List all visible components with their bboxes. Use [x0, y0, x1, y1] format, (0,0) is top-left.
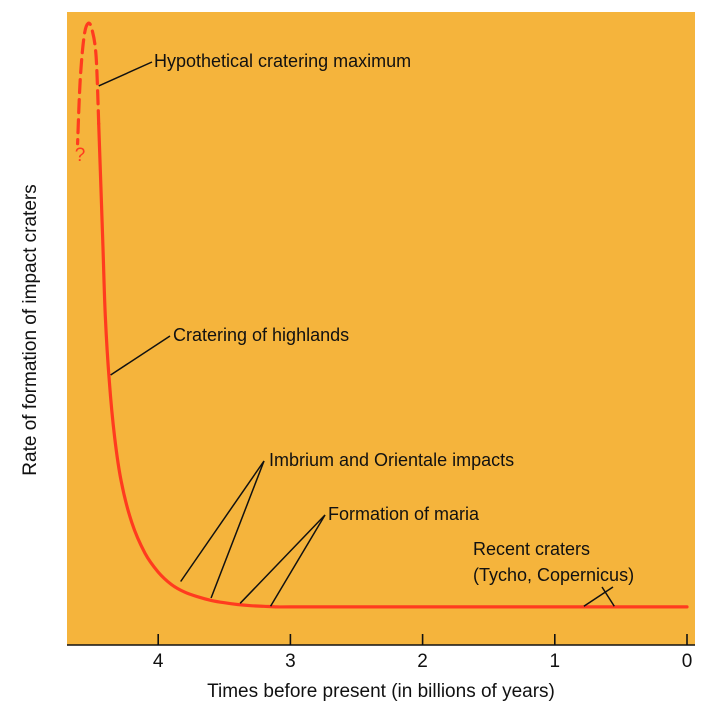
x-tick-label: 2 [417, 651, 428, 672]
annotation-label: Hypothetical cratering maximum [154, 51, 411, 71]
annotation-leader-line [601, 586, 615, 607]
annotations: Hypothetical cratering maximum Cratering … [98, 51, 634, 607]
cratering-rate-line [97, 122, 689, 609]
question-mark: ? [75, 145, 86, 166]
y-axis-title: Rate of formation of impact craters [20, 184, 41, 475]
x-axis-tick-labels: 4 3 2 1 0 [153, 651, 692, 672]
annotation-leader-line [583, 586, 614, 607]
annotation-leader-line [210, 460, 265, 599]
x-tick-label: 3 [285, 651, 296, 672]
x-axis-ticks [157, 634, 688, 645]
x-axis-title: Times before present (in billions of yea… [207, 681, 555, 702]
annotation-label: Cratering of highlands [173, 325, 349, 345]
annotation-leader-line [98, 61, 153, 87]
plot-background [67, 12, 695, 645]
annotation-leader-line [269, 514, 326, 607]
annotation-label: Recent craters (Tycho, Copernicus) [473, 539, 634, 585]
x-tick-label: 4 [153, 651, 164, 672]
curve-series [76, 21, 689, 609]
x-tick-label: 0 [682, 651, 693, 672]
annotation-label: Imbrium and Orientale impacts [269, 450, 514, 470]
annotation-label: Formation of maria [328, 504, 480, 524]
annotation-leader-line [239, 514, 326, 604]
annotation-leader-line [180, 460, 265, 582]
x-tick-label: 1 [550, 651, 561, 672]
annotation-leader-line [110, 335, 171, 376]
hypothetical-maximum-dashed-line [76, 21, 101, 146]
